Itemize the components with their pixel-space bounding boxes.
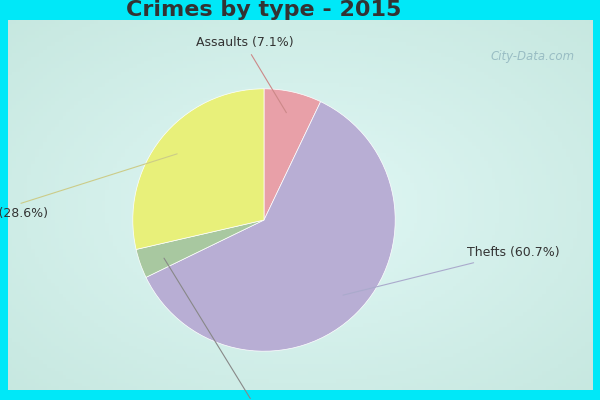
Wedge shape [264, 89, 320, 220]
Text: City-Data.com: City-Data.com [491, 50, 575, 62]
Title: Crimes by type - 2015: Crimes by type - 2015 [127, 0, 401, 20]
Wedge shape [133, 89, 264, 250]
Wedge shape [136, 220, 264, 277]
Text: Assaults (7.1%): Assaults (7.1%) [196, 36, 293, 113]
Text: Murders (3.6%): Murders (3.6%) [164, 258, 305, 400]
Text: Burglaries (28.6%): Burglaries (28.6%) [0, 154, 177, 220]
Text: Thefts (60.7%): Thefts (60.7%) [343, 246, 560, 295]
Wedge shape [146, 102, 395, 351]
